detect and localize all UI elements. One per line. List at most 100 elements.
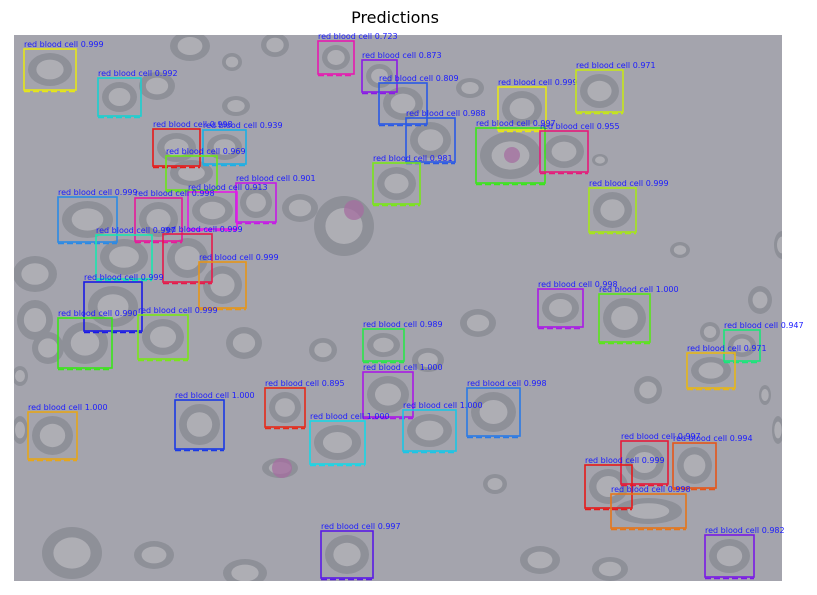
detection-box: red blood cell 0.999 xyxy=(83,273,164,334)
detection-box: red blood cell 0.999 xyxy=(23,40,104,93)
detection-class: red blood cell xyxy=(58,188,112,197)
bounding-box xyxy=(317,40,355,75)
detection-box: red blood cell 1.000 xyxy=(402,401,483,454)
blood-cell xyxy=(282,194,318,222)
detection-class: red blood cell xyxy=(135,189,189,198)
detection-label: red blood cell 0.998 xyxy=(467,379,547,388)
detection-class: red blood cell xyxy=(599,285,653,294)
detection-score: 1.000 xyxy=(367,412,390,421)
detection-box: red blood cell 0.998 xyxy=(610,485,691,531)
detection-label: red blood cell 0.999 xyxy=(84,273,164,282)
detection-score: 0.939 xyxy=(260,121,283,130)
detection-box: red blood cell 0.999 xyxy=(497,78,578,133)
detection-score: 0.982 xyxy=(762,526,785,535)
blood-cell xyxy=(142,319,184,355)
bounding-box xyxy=(152,128,201,167)
detection-score: 0.997 xyxy=(533,119,556,128)
bounding-box xyxy=(187,191,238,230)
detection-box: red blood cell 0.998 xyxy=(134,189,215,244)
detection-label: red blood cell 0.998 xyxy=(153,120,233,129)
bounding-box xyxy=(23,48,77,91)
bounding-box xyxy=(309,420,366,465)
blood-cell xyxy=(366,64,393,88)
bounding-box xyxy=(162,233,213,283)
detection-class: red blood cell xyxy=(98,69,152,78)
blood-cell xyxy=(592,154,608,166)
detection-class: red blood cell xyxy=(363,320,417,329)
detection-score: 0.723 xyxy=(375,32,398,41)
stained-parasite xyxy=(272,458,292,478)
detection-class: red blood cell xyxy=(175,391,229,400)
bounding-box xyxy=(704,534,755,578)
detection-class: red blood cell xyxy=(673,434,727,443)
detection-label: red blood cell 0.939 xyxy=(203,121,283,130)
detection-class: red blood cell xyxy=(476,119,530,128)
detection-score: 0.971 xyxy=(633,61,656,70)
detection-box: red blood cell 0.990 xyxy=(57,309,138,371)
detection-box: red blood cell 0.982 xyxy=(704,526,785,580)
detection-score: 0.998 xyxy=(192,189,215,198)
detection-class: red blood cell xyxy=(138,306,192,315)
blood-cell xyxy=(593,192,632,228)
detection-class: red blood cell xyxy=(687,344,741,353)
blood-cell xyxy=(634,376,662,404)
detection-score: 0.913 xyxy=(245,183,268,192)
detection-score: 1.000 xyxy=(232,391,255,400)
detection-class: red blood cell xyxy=(310,412,364,421)
blood-cell xyxy=(325,535,369,574)
bounding-box xyxy=(598,293,651,343)
detection-class: red blood cell xyxy=(96,226,150,235)
detection-class: red blood cell xyxy=(373,154,427,163)
bounding-box xyxy=(575,69,624,113)
detection-box: red blood cell 1.000 xyxy=(309,412,390,467)
bounding-box xyxy=(620,440,669,485)
detection-box: red blood cell 0.955 xyxy=(539,122,620,175)
detection-class: red blood cell xyxy=(236,174,290,183)
bounding-box xyxy=(539,130,589,173)
detection-score: 0.999 xyxy=(81,40,104,49)
detection-label: red blood cell 0.998 xyxy=(135,189,215,198)
detection-box: red blood cell 0.913 xyxy=(187,183,268,232)
detection-box: red blood cell 0.999 xyxy=(588,179,669,235)
detection-class: red blood cell xyxy=(318,32,372,41)
blood-cell xyxy=(691,357,731,384)
blood-cell xyxy=(410,122,451,158)
detection-score: 0.971 xyxy=(744,344,767,353)
blood-cell xyxy=(774,231,782,259)
detection-class: red blood cell xyxy=(498,78,552,87)
detection-score: 0.997 xyxy=(378,522,401,531)
detection-label: red blood cell 0.999 xyxy=(585,456,665,465)
bounding-box xyxy=(362,328,405,362)
detection-score: 0.999 xyxy=(195,306,218,315)
detection-class: red blood cell xyxy=(406,109,460,118)
bounding-box xyxy=(497,86,547,131)
detection-score: 0.873 xyxy=(419,51,442,60)
detection-box: red blood cell 1.000 xyxy=(362,363,443,420)
bounding-box xyxy=(610,493,687,529)
detection-label: red blood cell 0.999 xyxy=(24,40,104,49)
blood-cell xyxy=(592,557,628,581)
detection-score: 0.990 xyxy=(115,309,138,318)
detection-score: 0.989 xyxy=(420,320,443,329)
blood-cell xyxy=(139,72,175,100)
detection-box: red blood cell 0.998 xyxy=(152,120,233,169)
detection-score: 0.981 xyxy=(430,154,453,163)
bounding-box xyxy=(57,317,113,369)
blood-cell xyxy=(772,416,782,444)
detection-score: 1.000 xyxy=(656,285,679,294)
blood-cell xyxy=(314,425,361,460)
detection-box: red blood cell 0.997 xyxy=(95,226,176,282)
blood-cell xyxy=(700,322,720,342)
detection-label: red blood cell 0.981 xyxy=(373,154,453,163)
detection-class: red blood cell xyxy=(188,183,242,192)
detection-class: red blood cell xyxy=(540,122,594,131)
blood-cell xyxy=(269,392,301,423)
detection-box: red blood cell 0.997 xyxy=(620,432,701,487)
detection-score: 0.895 xyxy=(322,379,345,388)
detection-label: red blood cell 0.999 xyxy=(498,78,578,87)
detection-label: red blood cell 1.000 xyxy=(28,403,108,412)
blood-cell xyxy=(32,416,73,455)
bounding-box xyxy=(584,464,633,509)
bounding-box xyxy=(475,127,546,184)
